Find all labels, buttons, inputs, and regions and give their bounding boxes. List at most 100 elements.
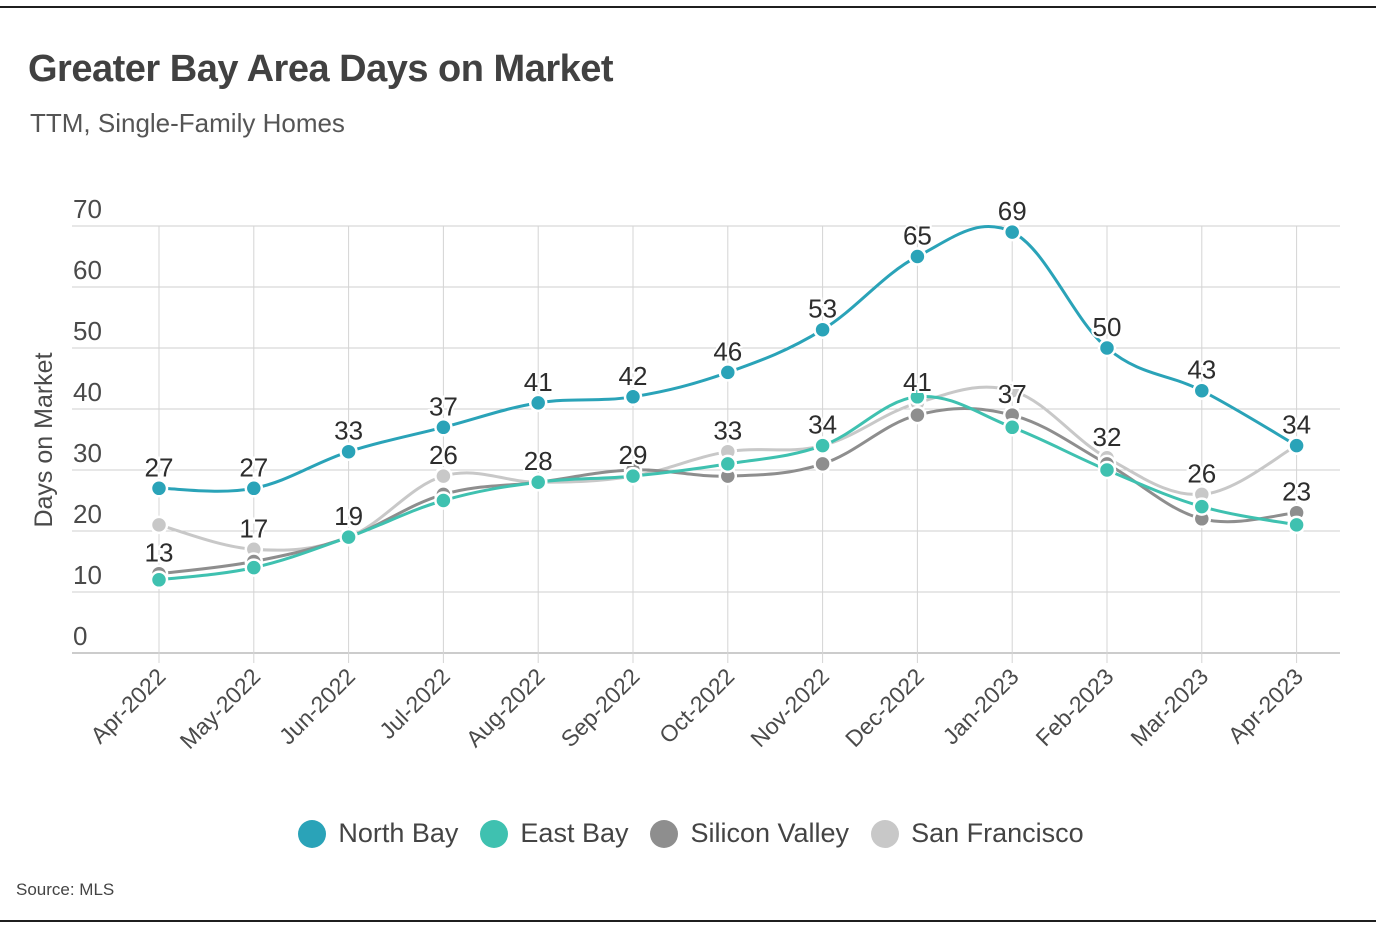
data-label-north-bay: 46 [713, 336, 742, 366]
legend-marker-san-francisco [871, 819, 900, 848]
y-tick-label: 40 [73, 377, 102, 407]
data-label-north-bay: 53 [808, 294, 837, 324]
data-point-north-bay [908, 247, 927, 266]
data-label-north-bay: 41 [524, 367, 553, 397]
x-tick-label: Jul-2022 [374, 663, 455, 744]
data-point-east-bay [528, 472, 548, 492]
x-tick-label: Dec-2022 [840, 663, 929, 752]
y-tick-label: 0 [73, 621, 87, 651]
data-label-north-bay: 34 [1282, 410, 1311, 440]
data-label-san-francisco: 29 [619, 440, 648, 470]
x-tick-label: Nov-2022 [745, 663, 834, 752]
legend-marker-north-bay [298, 819, 327, 848]
y-tick-label: 30 [73, 438, 102, 468]
data-point-north-bay [718, 363, 738, 382]
data-label-north-bay: 27 [145, 452, 174, 482]
data-point-east-bay [1002, 418, 1022, 437]
data-label-silicon-valley: 23 [1282, 477, 1311, 507]
data-label-north-bay: 27 [239, 452, 268, 482]
data-point-north-bay [339, 442, 358, 461]
data-label-north-bay: 50 [1093, 312, 1122, 342]
data-point-san-francisco [1002, 381, 1022, 400]
data-label-san-francisco: 17 [239, 513, 268, 543]
data-point-east-bay [908, 387, 927, 407]
legend-label: North Bay [338, 818, 459, 848]
data-point-north-bay [1287, 436, 1306, 455]
data-point-north-bay [244, 479, 264, 498]
data-point-east-bay [1097, 460, 1117, 480]
data-point-north-bay [1097, 338, 1117, 358]
x-tick-label: Apr-2022 [85, 663, 170, 748]
data-point-silicon-valley [908, 405, 927, 425]
data-point-east-bay [149, 570, 169, 590]
data-label-silicon-valley: 37 [998, 379, 1027, 409]
data-label-san-francisco: 41 [903, 367, 932, 397]
x-tick-label: Oct-2022 [654, 663, 739, 748]
legend-label: East Bay [520, 818, 629, 848]
x-tick-label: Jun-2022 [274, 663, 360, 749]
top-rule [0, 6, 1376, 8]
legend-label: Silicon Valley [690, 818, 850, 848]
legend-label: San Francisco [911, 818, 1084, 848]
data-point-east-bay [1192, 497, 1212, 516]
bottom-rule [0, 920, 1376, 922]
legend: North Bay East Bay Silicon Valley San Franc… [0, 818, 1382, 849]
data-points [149, 222, 1306, 590]
data-point-north-bay [1002, 222, 1022, 242]
data-point-north-bay [1192, 381, 1212, 400]
data-point-east-bay [339, 527, 358, 547]
data-label-north-bay: 65 [903, 221, 932, 251]
data-label-north-bay: 37 [429, 391, 458, 421]
data-point-east-bay [244, 558, 264, 577]
x-tick-label: Sep-2022 [556, 663, 645, 752]
legend-item-north-bay: North Bay [298, 818, 458, 849]
data-point-silicon-valley [813, 454, 832, 474]
data-point-north-bay [149, 479, 169, 498]
legend-item-san-francisco: San Francisco [871, 818, 1084, 849]
chart-subtitle: TTM, Single-Family Homes [30, 108, 345, 138]
x-tick-label: May-2022 [175, 663, 266, 754]
data-point-north-bay [528, 393, 548, 413]
data-labels: 27 27 33 37 41 42 46 53 65 69 50 43 34 13 37 23 17 19 26 28… [143, 194, 1314, 570]
data-label-san-francisco: 28 [524, 446, 553, 476]
legend-item-east-bay: East Bay [480, 818, 628, 849]
data-label-north-bay: 42 [619, 361, 648, 391]
data-label-san-francisco: 19 [334, 501, 363, 531]
x-tick-label: Feb-2023 [1031, 663, 1119, 751]
data-point-north-bay [434, 418, 453, 437]
y-tick-label: 70 [73, 194, 102, 224]
data-label-north-bay: 43 [1187, 355, 1216, 385]
data-point-san-francisco [434, 466, 453, 486]
data-label-san-francisco: 34 [808, 410, 837, 440]
x-tick-label: Apr-2023 [1223, 663, 1308, 748]
x-tick-label: Jan-2023 [938, 663, 1024, 749]
source-note: Source: MLS [16, 880, 115, 899]
data-point-east-bay [718, 454, 738, 474]
y-tick-label: 50 [73, 316, 102, 346]
data-point-north-bay [623, 387, 643, 407]
x-tick-label: Aug-2022 [461, 663, 550, 752]
data-point-san-francisco [149, 515, 169, 535]
data-point-east-bay [434, 491, 453, 510]
data-label-north-bay: 69 [998, 196, 1027, 226]
grid [72, 225, 1340, 663]
data-label-san-francisco: 26 [1187, 458, 1216, 488]
legend-marker-silicon-valley [650, 819, 679, 848]
data-label-silicon-valley: 13 [145, 538, 174, 568]
y-axis-title: Days on Market [30, 352, 58, 527]
y-tick-label: 20 [73, 499, 102, 529]
legend-marker-east-bay [480, 819, 509, 848]
data-point-east-bay [1287, 515, 1306, 535]
x-tick-label: Mar-2023 [1125, 663, 1213, 751]
y-tick-label: 10 [73, 560, 102, 590]
chart-title: Greater Bay Area Days on Market [28, 48, 614, 90]
data-point-east-bay [623, 466, 643, 486]
data-label-san-francisco: 26 [429, 440, 458, 470]
data-label-north-bay: 33 [334, 416, 363, 446]
data-point-east-bay [813, 436, 832, 455]
y-tick-label: 60 [73, 255, 102, 285]
data-label-san-francisco: 33 [713, 416, 742, 446]
data-label-san-francisco: 32 [1093, 422, 1122, 452]
legend-item-silicon-valley: Silicon Valley [650, 818, 849, 849]
